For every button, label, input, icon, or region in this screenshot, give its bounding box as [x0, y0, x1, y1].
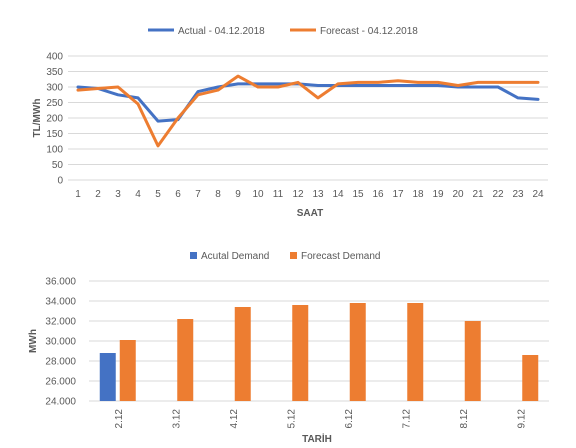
- bar-1: [349, 303, 366, 401]
- x-tick-label: 8.12: [459, 409, 470, 429]
- legend-swatch-1: [290, 252, 297, 259]
- y-tick-label: 100: [46, 145, 63, 156]
- series-line-0: [76, 82, 540, 123]
- y-tick-label: 34.000: [45, 297, 76, 308]
- bar-1: [522, 355, 539, 401]
- y-axis-title: TL/MWh: [32, 99, 43, 138]
- legend-label-0: Acutal Demand: [201, 251, 269, 262]
- legend-label-1: Forecast Demand: [301, 251, 380, 262]
- x-tick-label: 3.12: [171, 409, 182, 429]
- x-tick-label: 10: [252, 189, 264, 200]
- x-tick-label: 7.12: [401, 409, 412, 429]
- y-tick-label: 150: [46, 129, 63, 140]
- bar-1: [234, 307, 251, 401]
- x-tick-label: 4.12: [229, 409, 240, 429]
- y-tick-label: 350: [46, 67, 63, 78]
- y-tick-label: 26.000: [45, 377, 76, 388]
- y-tick-label: 250: [46, 98, 63, 109]
- x-tick-label: 24: [532, 189, 544, 200]
- y-tick-label: 24.000: [45, 397, 76, 408]
- y-tick-label: 32.000: [45, 317, 76, 328]
- y-tick-label: 50: [52, 160, 64, 171]
- x-tick-label: 20: [452, 189, 464, 200]
- x-tick-label: 11: [273, 189, 284, 200]
- bar-1: [119, 340, 136, 401]
- x-axis-title: SAAT: [297, 208, 323, 219]
- bar-chart: Acutal Demand Forecast Demand 24.000 26.000…: [28, 251, 549, 445]
- bar-1: [292, 305, 309, 401]
- bar-1: [407, 303, 424, 401]
- bar-1: [177, 319, 194, 401]
- y-tick-label: 28.000: [45, 357, 76, 368]
- x-tick-label: 17: [392, 189, 404, 200]
- legend-label-1: Forecast - 04.12.2018: [320, 26, 418, 37]
- bar-legend: Acutal Demand Forecast Demand: [190, 251, 380, 262]
- series-line-1: [76, 74, 540, 148]
- line-legend: Actual - 04.12.2018 Forecast - 04.12.2018: [148, 26, 418, 37]
- x-tick-label: 7: [195, 189, 201, 200]
- x-tick-label: 3: [115, 189, 121, 200]
- x-axis-title: TARİH: [302, 432, 332, 445]
- y-axis-title: MWh: [28, 329, 39, 353]
- y-tick-label: 36.000: [45, 277, 76, 288]
- x-tick-label: 2.12: [114, 409, 125, 429]
- x-tick-label: 15: [352, 189, 364, 200]
- x-tick-label: 8: [215, 189, 221, 200]
- y-tick-label: 30.000: [45, 337, 76, 348]
- x-tick-label: 18: [412, 189, 424, 200]
- legend-swatch-0: [190, 252, 197, 259]
- x-tick-label: 5.12: [286, 409, 297, 429]
- x-tick-label: 4: [135, 189, 141, 200]
- line-chart: Actual - 04.12.2018 Forecast - 04.12.2018…: [32, 26, 548, 219]
- y-tick-label: 200: [46, 114, 63, 125]
- x-tick-label: 9: [235, 189, 241, 200]
- x-tick-label: 14: [332, 189, 344, 200]
- bar-1: [464, 321, 481, 401]
- legend-label-0: Actual - 04.12.2018: [178, 26, 265, 37]
- x-tick-label: 16: [372, 189, 384, 200]
- x-tick-label: 23: [512, 189, 524, 200]
- x-tick-label: 1: [75, 189, 81, 200]
- x-tick-label: 19: [432, 189, 444, 200]
- x-tick-label: 9.12: [516, 409, 527, 429]
- x-tick-label: 6.12: [344, 409, 355, 429]
- y-tick-label: 300: [46, 83, 63, 94]
- x-tick-label: 13: [312, 189, 324, 200]
- x-tick-label: 21: [472, 189, 484, 200]
- x-tick-label: 2: [95, 189, 101, 200]
- x-tick-label: 22: [492, 189, 504, 200]
- x-tick-label: 12: [292, 189, 304, 200]
- x-tick-label: 5: [155, 189, 161, 200]
- bar-0: [99, 353, 116, 401]
- x-tick-label: 6: [175, 189, 181, 200]
- y-tick-label: 400: [46, 52, 63, 63]
- y-tick-label: 0: [57, 176, 63, 187]
